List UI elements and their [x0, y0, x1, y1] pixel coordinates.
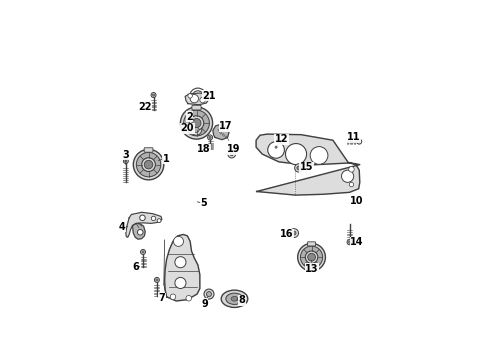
Circle shape — [186, 296, 192, 301]
Circle shape — [290, 229, 298, 238]
Ellipse shape — [226, 293, 243, 305]
Ellipse shape — [221, 290, 248, 307]
Circle shape — [208, 135, 213, 140]
Circle shape — [342, 170, 354, 183]
Text: 15: 15 — [300, 162, 313, 172]
Polygon shape — [185, 93, 209, 105]
Circle shape — [133, 149, 164, 180]
Circle shape — [189, 116, 204, 130]
Circle shape — [188, 94, 193, 98]
Circle shape — [192, 118, 201, 127]
Circle shape — [298, 243, 325, 271]
Text: 8: 8 — [239, 296, 245, 305]
Circle shape — [297, 166, 301, 170]
Circle shape — [125, 160, 127, 162]
Circle shape — [191, 124, 202, 135]
Circle shape — [294, 164, 303, 172]
Circle shape — [175, 278, 186, 288]
Circle shape — [204, 289, 214, 299]
Circle shape — [357, 139, 362, 144]
Text: 12: 12 — [275, 134, 289, 144]
Circle shape — [348, 241, 351, 243]
Text: 22: 22 — [139, 102, 152, 112]
Circle shape — [190, 94, 198, 103]
Text: 10: 10 — [350, 195, 364, 206]
Text: 7: 7 — [158, 293, 165, 303]
Circle shape — [173, 237, 183, 246]
Circle shape — [286, 144, 307, 165]
Circle shape — [136, 152, 161, 177]
Circle shape — [151, 216, 156, 221]
Circle shape — [151, 93, 156, 98]
Text: 16: 16 — [280, 229, 294, 239]
Circle shape — [184, 110, 209, 136]
Circle shape — [308, 253, 316, 261]
Text: 19: 19 — [227, 144, 241, 154]
Circle shape — [141, 249, 146, 255]
Text: 1: 1 — [163, 153, 170, 163]
Polygon shape — [165, 234, 200, 301]
FancyBboxPatch shape — [192, 105, 201, 110]
Circle shape — [209, 136, 211, 139]
Circle shape — [268, 141, 284, 158]
Polygon shape — [256, 134, 360, 195]
Text: 18: 18 — [196, 144, 210, 154]
Circle shape — [200, 97, 205, 103]
Circle shape — [349, 167, 354, 172]
Circle shape — [349, 183, 354, 187]
Polygon shape — [213, 124, 229, 140]
Circle shape — [138, 229, 143, 235]
Circle shape — [157, 219, 161, 222]
Circle shape — [144, 160, 153, 169]
Polygon shape — [132, 223, 145, 239]
Text: 2: 2 — [186, 112, 193, 122]
Text: 20: 20 — [181, 123, 194, 133]
Text: 4: 4 — [119, 222, 125, 232]
Circle shape — [170, 294, 176, 300]
Circle shape — [300, 246, 322, 268]
Text: 14: 14 — [350, 237, 364, 247]
Circle shape — [154, 278, 159, 283]
Circle shape — [228, 150, 236, 158]
Circle shape — [194, 127, 199, 132]
Text: 6: 6 — [132, 262, 139, 272]
Text: 5: 5 — [200, 198, 207, 208]
Circle shape — [140, 215, 145, 221]
Circle shape — [206, 292, 212, 297]
Circle shape — [358, 140, 360, 143]
Circle shape — [156, 279, 158, 281]
Text: 21: 21 — [202, 91, 216, 101]
FancyBboxPatch shape — [144, 148, 153, 152]
Text: 13: 13 — [305, 264, 319, 274]
Circle shape — [305, 251, 318, 264]
Circle shape — [142, 251, 144, 253]
Circle shape — [230, 152, 233, 156]
Circle shape — [142, 158, 155, 171]
Circle shape — [275, 146, 277, 148]
Text: 17: 17 — [220, 121, 233, 131]
Circle shape — [273, 145, 279, 150]
Circle shape — [292, 231, 296, 235]
Text: 3: 3 — [122, 150, 129, 159]
Circle shape — [123, 158, 128, 163]
Circle shape — [175, 257, 186, 268]
Circle shape — [347, 240, 352, 245]
Circle shape — [152, 94, 155, 96]
FancyBboxPatch shape — [308, 242, 316, 246]
Polygon shape — [126, 212, 162, 237]
Ellipse shape — [231, 296, 238, 301]
Text: 9: 9 — [201, 299, 208, 309]
Circle shape — [310, 147, 328, 164]
Circle shape — [180, 107, 213, 139]
Text: 11: 11 — [347, 132, 361, 143]
